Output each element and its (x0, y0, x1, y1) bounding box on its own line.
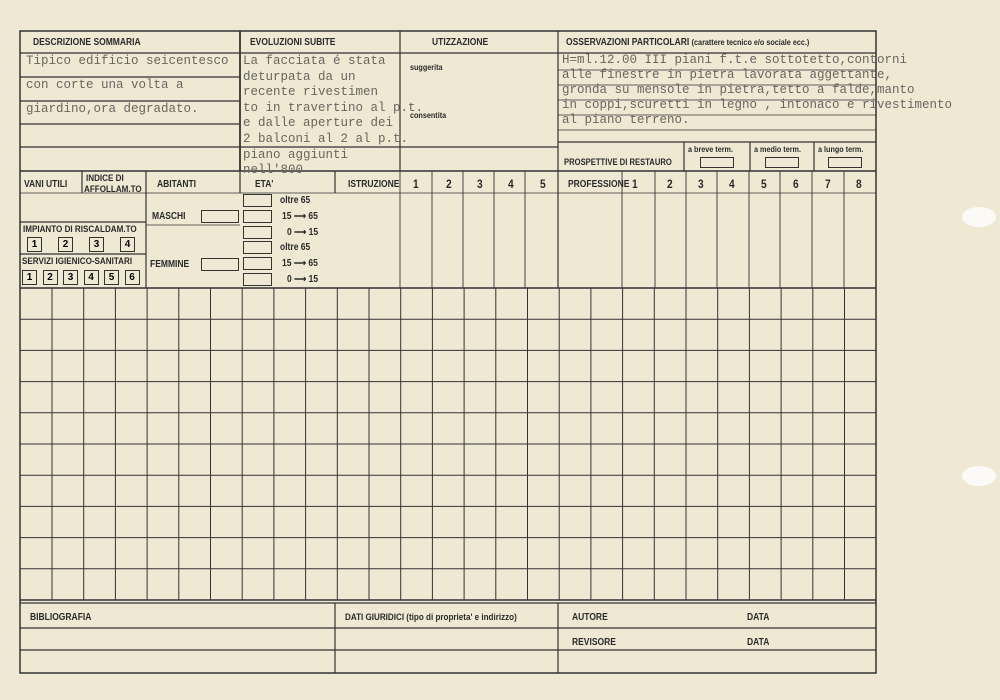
osservazioni-line: al piano terreno. (562, 113, 690, 127)
professione-col-5: 5 (761, 177, 767, 191)
osservazioni-line: H=ml.12.00 III piani f.t.e sottotetto,co… (562, 53, 908, 67)
age-range-label: 0 ⟶ 15 (287, 274, 319, 285)
age-field[interactable] (243, 194, 272, 207)
istruzione-col-3: 3 (477, 177, 483, 191)
consentita-label: consentita (410, 110, 447, 120)
evoluzioni-line: piano aggiunti (243, 147, 349, 162)
bibliografia-label: BIBLIOGRAFIA (30, 612, 92, 623)
age-field[interactable] (243, 241, 272, 254)
descrizione-line: con corte una volta a (26, 78, 184, 92)
maschi-field[interactable] (201, 210, 239, 223)
evoluzioni-line: La facciata é stata (243, 54, 386, 68)
indice-label-2: AFFOLLAM.TO (84, 184, 142, 195)
binder-hole (962, 466, 996, 486)
lungo-checkbox[interactable] (828, 157, 862, 168)
breve-label: a breve term. (688, 144, 733, 154)
evoluzioni-header: EVOLUZIONI SUBITE (250, 37, 336, 48)
servizi-option-5[interactable]: 5 (104, 270, 119, 285)
age-field[interactable] (243, 273, 272, 286)
professione-col-2: 2 (667, 177, 673, 191)
abitanti-label: ABITANTI (157, 179, 197, 190)
descrizione-line: giardino,ora degradato. (26, 102, 199, 116)
age-range-label: oltre 65 (280, 242, 311, 253)
age-field[interactable] (243, 210, 272, 223)
breve-checkbox[interactable] (700, 157, 734, 168)
lungo-label: a lungo term. (818, 144, 864, 154)
dati-giuridici-label: DATI GIURIDICI (tipo di proprieta' e ind… (345, 612, 517, 623)
impianto-option-2[interactable]: 2 (58, 237, 73, 252)
servizi-option-4[interactable]: 4 (83, 270, 99, 285)
descrizione-line: Tipico edificio seicentesco (26, 54, 229, 68)
age-range-label: 0 ⟶ 15 (287, 227, 319, 238)
evoluzioni-line: to in travertino al p.t. (243, 100, 424, 115)
professione-col-4: 4 (729, 177, 735, 191)
servizi-option-2[interactable]: 2 (42, 270, 58, 285)
osservazioni-line: in coppi,scuretti in legno , intonaco e … (562, 98, 953, 112)
professione-col-6: 6 (793, 177, 799, 191)
revisore-label: REVISORE (572, 637, 616, 648)
autore-label: AUTORE (572, 612, 608, 623)
utilizzazione-header: UTIZZAZIONE (432, 37, 489, 48)
evoluzioni-line: deturpata da un (243, 69, 356, 84)
age-range-label: 15 ⟶ 65 (282, 258, 318, 269)
osservazioni-line: alle finestre in pietra lavorata aggetta… (562, 68, 893, 82)
indice-label-1: INDICE DI (86, 173, 124, 184)
istruzione-col-2: 2 (446, 177, 452, 191)
age-range-label: 15 ⟶ 65 (282, 211, 318, 222)
evoluzioni-line: 2 balconi al 2 al p.t. (243, 132, 409, 146)
eta-label: ETA' (255, 179, 274, 190)
age-range-label: oltre 65 (280, 195, 311, 206)
prospettive-label: PROSPETTIVE DI RESTAURO (564, 157, 672, 167)
istruzione-col-5: 5 (540, 177, 546, 191)
medio-checkbox[interactable] (765, 157, 799, 168)
maschi-label: MASCHI (152, 211, 186, 222)
servizi-option-3[interactable]: 3 (63, 270, 78, 285)
evoluzioni-line: recente rivestimen (243, 85, 379, 100)
suggerita-label: suggerita (410, 62, 443, 72)
impianto-label: IMPIANTO DI RISCALDAM.TO (23, 224, 137, 235)
osservazioni-line: gronda su mensole in pietra,tetto a fald… (562, 83, 915, 97)
servizi-option-6[interactable]: 6 (124, 270, 140, 285)
osservazioni-header: OSSERVAZIONI PARTICOLARI (carattere tecn… (566, 37, 809, 48)
impianto-option-4[interactable]: 4 (120, 237, 135, 252)
istruzione-col-1: 1 (413, 177, 419, 191)
femmine-field[interactable] (201, 258, 239, 271)
medio-label: a medio term. (754, 144, 801, 154)
impianto-option-1[interactable]: 1 (27, 237, 42, 252)
form-border (19, 30, 877, 674)
descrizione-header: DESCRIZIONE SOMMARIA (33, 37, 141, 48)
binder-hole (962, 207, 996, 227)
autore-data-label: DATA (747, 612, 770, 623)
age-field[interactable] (243, 226, 272, 239)
vani-label: VANI UTILI (24, 179, 68, 190)
age-field[interactable] (243, 257, 272, 270)
istruzione-label: ISTRUZIONE (348, 179, 400, 190)
professione-col-7: 7 (825, 177, 831, 191)
evoluzioni-line: e dalle aperture dei (243, 116, 394, 131)
servizi-option-1[interactable]: 1 (22, 270, 37, 285)
servizi-label: SERVIZI IGIENICO-SANITARI (22, 256, 133, 267)
professione-label: PROFESSIONE (568, 179, 630, 190)
impianto-option-3[interactable]: 3 (89, 237, 104, 252)
istruzione-col-4: 4 (508, 177, 514, 191)
femmine-label: FEMMINE (150, 259, 190, 270)
professione-col-1: 1 (632, 177, 638, 191)
professione-col-3: 3 (698, 177, 704, 191)
evoluzioni-line: nell'800 (243, 163, 304, 178)
osservazioni-title: OSSERVAZIONI PARTICOLARI (566, 37, 690, 48)
osservazioni-note: (carattere tecnico e/o sociale ecc.) (691, 37, 810, 47)
professione-col-8: 8 (856, 177, 862, 191)
revisore-data-label: DATA (747, 637, 770, 648)
